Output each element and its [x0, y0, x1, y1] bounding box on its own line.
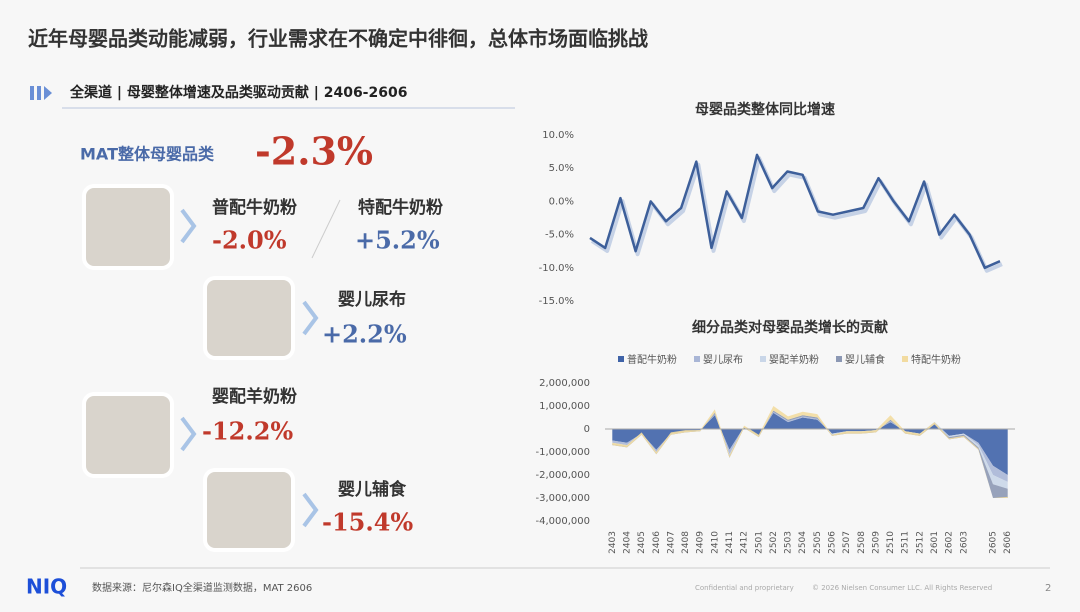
- legend-label: 特配牛奶粉: [911, 353, 961, 366]
- legend-label: 婴儿辅食: [845, 353, 885, 366]
- x-tick-label: 2508: [857, 531, 867, 554]
- x-tick-label: 2411: [725, 531, 735, 554]
- separator: [311, 199, 341, 259]
- item-label: 婴儿辅食: [338, 479, 407, 500]
- overall-value: -2.3%: [255, 129, 373, 174]
- x-tick-label: 2409: [696, 531, 706, 554]
- chevron: [302, 492, 319, 528]
- x-tick-label: 2412: [740, 531, 750, 554]
- x-tick-label: 2502: [769, 531, 779, 554]
- legend-label: 婴配羊奶粉: [769, 353, 819, 366]
- line: [589, 153, 1001, 270]
- copyright: © 2026 Nielsen Consumer LLC. All Rights …: [812, 584, 992, 592]
- x-tick-label: 2505: [813, 531, 823, 554]
- confidential: Confidential and proprietary: [695, 584, 794, 592]
- x-tick-label: 2403: [608, 531, 618, 554]
- photo: [203, 276, 295, 360]
- x-tick-label: 2504: [798, 531, 808, 554]
- y-tick-label: 0.0%: [549, 196, 574, 207]
- photo: [82, 392, 174, 478]
- y-tick-label: -3,000,000: [535, 493, 590, 504]
- x-tick-label: 2501: [754, 531, 764, 554]
- item-value: -2.0%: [212, 226, 287, 255]
- y-tick-label: 2,000,000: [539, 378, 590, 389]
- chart-title: 母婴品类整体同比增速: [695, 101, 835, 118]
- y-tick-label: -10.0%: [539, 263, 574, 274]
- x-tick-label: 2605: [989, 531, 999, 554]
- x-tick-label: 2511: [901, 531, 911, 554]
- x-tick-label: 2509: [871, 531, 881, 554]
- legend-swatch: [836, 356, 842, 362]
- icon: [30, 86, 34, 100]
- item-value: -12.2%: [202, 417, 293, 446]
- section-title: 全渠道 | 母婴整体增速及品类驱动贡献 | 2406-2606: [69, 84, 407, 101]
- x-tick-label: 2507: [842, 531, 852, 554]
- y-tick-label: 1,000,000: [539, 401, 590, 412]
- x-tick-label: 2606: [1003, 531, 1013, 554]
- y-tick-label: -4,000,000: [535, 516, 590, 527]
- overall-label: MAT整体母婴品类: [80, 145, 215, 164]
- x-tick-label: 2404: [622, 531, 632, 554]
- x-tick-label: 2601: [930, 531, 940, 554]
- legend-label: 婴儿尿布: [703, 354, 743, 366]
- photo: [82, 184, 174, 270]
- photo: [203, 468, 295, 552]
- y-tick-label: 10.0%: [542, 130, 574, 141]
- item-label: 普配牛奶粉: [212, 197, 297, 218]
- area: [612, 412, 1008, 475]
- x-tick-label: 2512: [915, 531, 925, 554]
- chevron: [180, 208, 197, 244]
- legend-swatch: [618, 356, 624, 362]
- legend-label: 普配牛奶粉: [627, 353, 677, 366]
- x-tick-label: 2506: [827, 531, 837, 554]
- icon: [37, 86, 41, 100]
- item-label: 婴配羊奶粉: [212, 386, 297, 407]
- item-label: 婴儿尿布: [338, 289, 406, 310]
- x-tick-label: 2410: [710, 531, 720, 554]
- x-tick-label: 2406: [652, 531, 662, 554]
- legend-swatch: [694, 356, 700, 362]
- icon: [44, 86, 52, 100]
- legend-swatch: [760, 356, 766, 362]
- logo: NIQ: [26, 575, 67, 599]
- item-value: -15.4%: [322, 508, 413, 537]
- source: 数据来源：尼尔森IQ全渠道监测数据，MAT 2606: [92, 581, 312, 594]
- y-tick-label: -5.0%: [545, 230, 574, 241]
- y-tick-label: 0: [584, 424, 590, 435]
- item-value: +5.2%: [355, 226, 440, 255]
- slide-title: 近年母婴品类动能减弱，行业需求在不确定中徘徊，总体市场面临挑战: [28, 27, 648, 51]
- x-tick-label: 2602: [945, 531, 955, 554]
- x-tick-label: 2407: [666, 531, 676, 554]
- x-tick-label: 2603: [959, 531, 969, 554]
- item-label: 特配牛奶粉: [358, 197, 443, 218]
- x-tick-label: 2405: [637, 531, 647, 554]
- y-tick-label: -2,000,000: [535, 470, 590, 481]
- x-tick-label: 2510: [886, 531, 896, 554]
- legend-swatch: [902, 356, 908, 362]
- x-tick-label: 2503: [784, 531, 794, 554]
- chevron: [302, 300, 319, 336]
- y-tick-label: -15.0%: [539, 296, 574, 307]
- chart-title: 细分品类对母婴品类增长的贡献: [692, 319, 888, 336]
- y-tick-label: 5.0%: [549, 163, 574, 174]
- page-number: 2: [1045, 583, 1051, 594]
- y-tick-label: -1,000,000: [535, 447, 590, 458]
- item-value: +2.2%: [322, 320, 407, 349]
- x-tick-label: 2408: [681, 531, 691, 554]
- chevron: [180, 416, 197, 452]
